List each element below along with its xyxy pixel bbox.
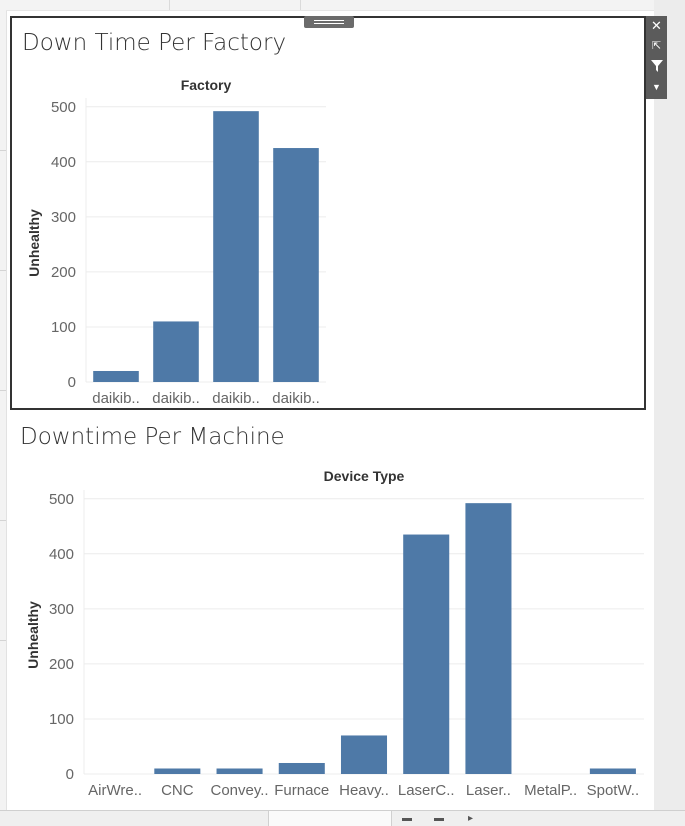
y-tick-label: 200 xyxy=(49,656,74,673)
y-tick-label: 0 xyxy=(68,374,76,391)
category-label: Heavy.. xyxy=(339,782,389,799)
y-tick-label: 500 xyxy=(51,99,76,116)
panel-toolbar: ✕ ⇱ ▼ xyxy=(646,16,667,99)
bottom-tab-strip: ▬ ▬ ▸ xyxy=(0,810,685,826)
chevron-down-icon[interactable]: ▼ xyxy=(652,82,661,92)
left-margin-strip xyxy=(0,0,7,825)
category-label: daikib.. xyxy=(272,390,320,407)
y-axis-title: Unhealthy xyxy=(25,601,41,669)
bar[interactable] xyxy=(403,534,450,774)
bar[interactable] xyxy=(93,370,139,382)
category-label: Furnace xyxy=(274,782,329,799)
y-tick-label: 400 xyxy=(51,154,76,171)
bar[interactable] xyxy=(589,768,636,774)
bar[interactable] xyxy=(340,735,388,774)
y-tick-label: 200 xyxy=(51,264,76,281)
y-tick-label: 0 xyxy=(66,766,74,783)
bottom-control-icon[interactable]: ▬ xyxy=(402,813,412,824)
category-label: AirWre.. xyxy=(88,782,142,799)
category-label: LaserC.. xyxy=(398,782,455,799)
factory-downtime-panel[interactable]: Down Time Per Factory 0 100 200 300 400 500 Fa… xyxy=(10,16,646,410)
right-margin xyxy=(654,0,685,825)
category-label: Laser.. xyxy=(466,782,511,799)
panel-title: Downtime Per Machine xyxy=(20,424,285,450)
y-tick-label: 500 xyxy=(49,491,74,508)
filter-icon[interactable] xyxy=(646,56,667,76)
category-label: daikib.. xyxy=(92,390,140,407)
bar[interactable] xyxy=(465,503,512,774)
bar[interactable] xyxy=(216,768,263,774)
bottom-control-icon[interactable]: ▸ xyxy=(468,813,474,824)
panel-title: Down Time Per Factory xyxy=(22,30,287,56)
y-tick-label: 400 xyxy=(49,546,74,563)
sheet-tab[interactable] xyxy=(268,811,392,826)
column-header: Device Type xyxy=(324,468,405,484)
machine-downtime-panel[interactable]: Downtime Per Machine 0 100 200 300 400 500 Dev… xyxy=(10,418,650,808)
bar[interactable] xyxy=(154,768,201,774)
category-label: MetalP.. xyxy=(524,782,577,799)
bottom-control-icon[interactable]: ▬ xyxy=(434,813,444,824)
bar[interactable] xyxy=(273,148,319,382)
y-tick-label: 300 xyxy=(51,209,76,226)
y-tick-label: 100 xyxy=(49,711,74,728)
y-tick-label: 100 xyxy=(51,319,76,336)
category-label: Convey.. xyxy=(211,782,269,799)
bar[interactable] xyxy=(153,321,199,382)
drag-handle[interactable] xyxy=(304,16,354,28)
factory-bar-chart: 0 100 200 300 400 500 Factory Unhealthy daikib..… xyxy=(26,77,326,407)
category-label: SpotW.. xyxy=(587,782,640,799)
close-icon[interactable]: ✕ xyxy=(651,18,662,33)
popout-icon[interactable]: ⇱ xyxy=(651,40,662,52)
machine-bar-chart: 0 100 200 300 400 500 Device Type Unhealthy AirW… xyxy=(25,468,644,799)
category-label: daikib.. xyxy=(212,390,260,407)
category-label: daikib.. xyxy=(152,390,200,407)
top-margin-strip xyxy=(6,0,654,11)
category-label: CNC xyxy=(161,782,194,799)
bar[interactable] xyxy=(278,762,325,774)
y-tick-label: 300 xyxy=(49,601,74,618)
column-header: Factory xyxy=(181,77,232,93)
y-axis-title: Unhealthy xyxy=(26,209,42,277)
bar[interactable] xyxy=(213,111,259,382)
